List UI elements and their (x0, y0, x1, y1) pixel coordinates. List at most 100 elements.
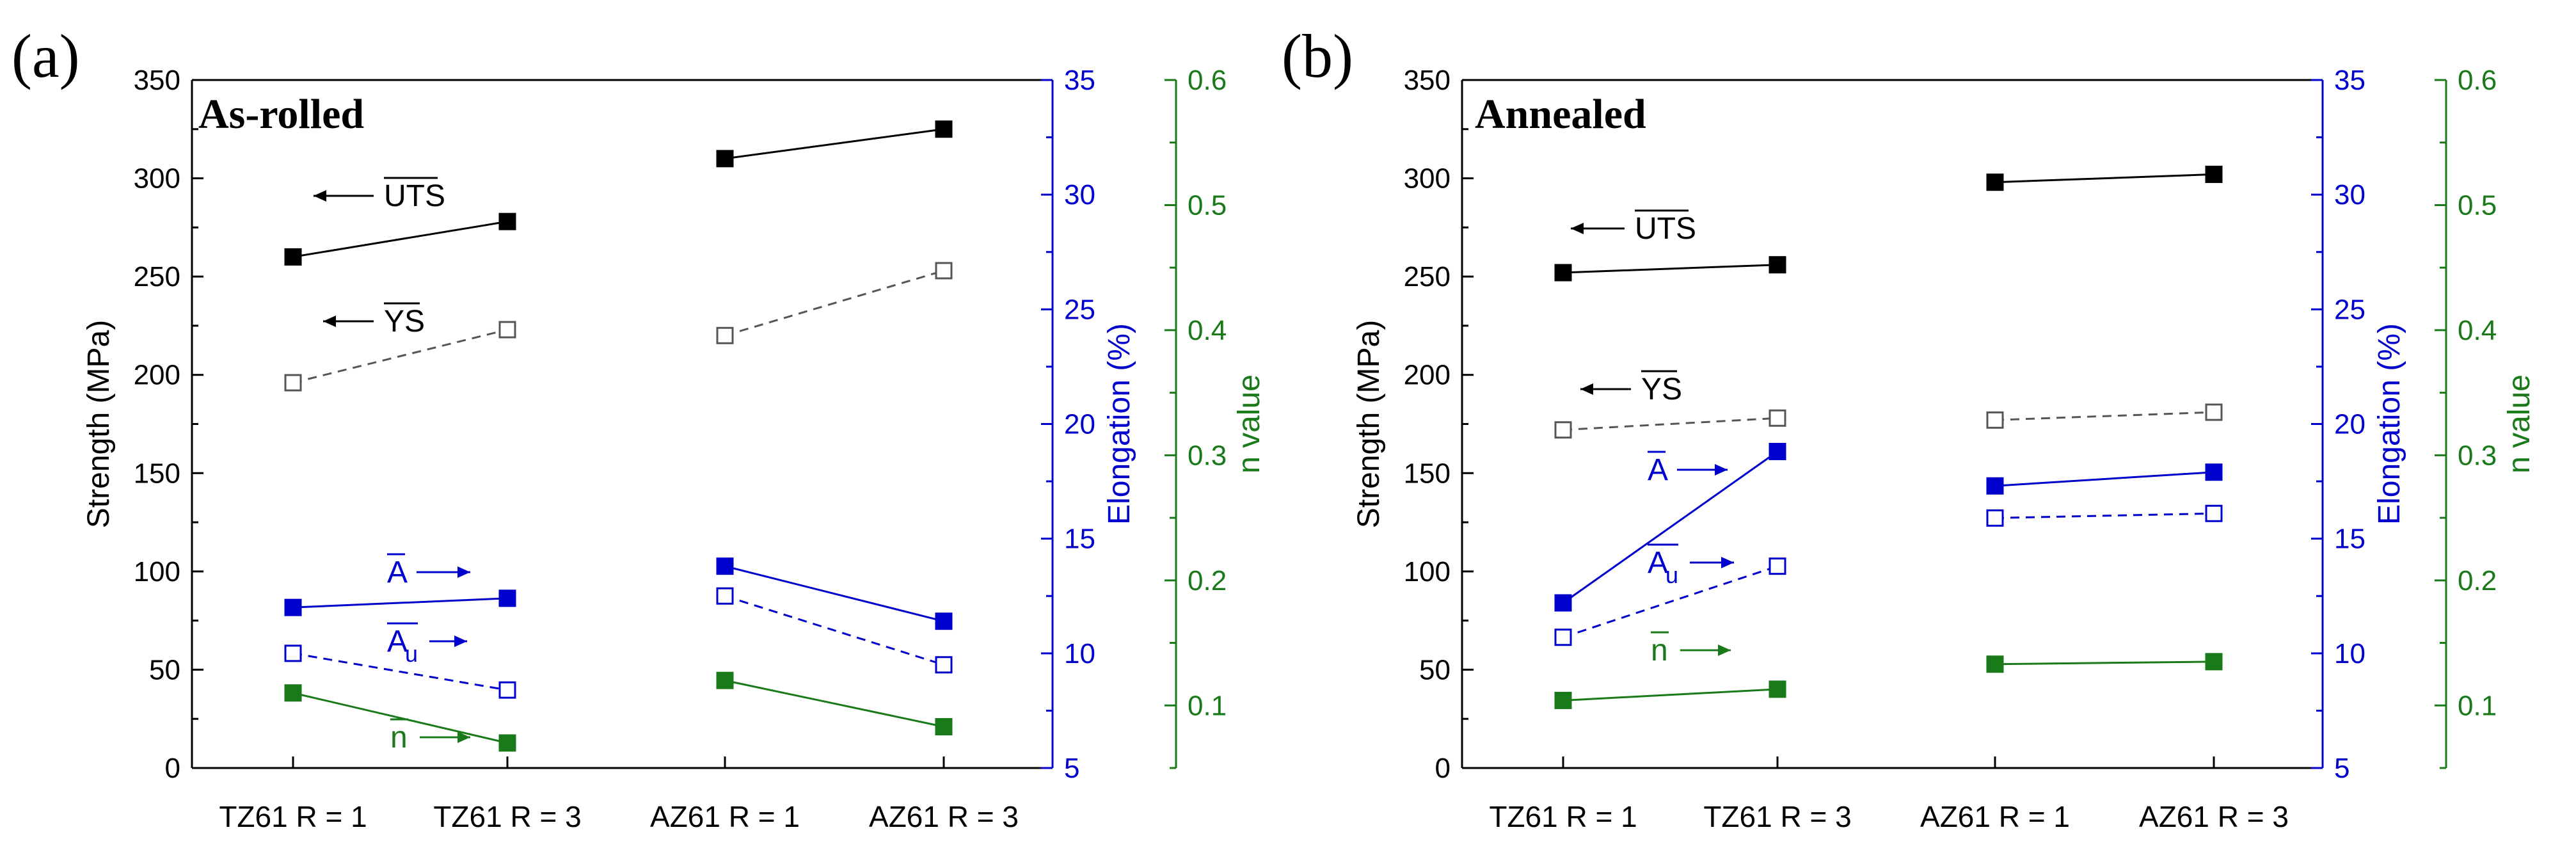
data-point-au (1986, 509, 2004, 527)
data-point-uts (284, 248, 302, 266)
elongation-axis-label: Elongation (%) (1102, 323, 1136, 525)
data-point-au (716, 587, 734, 605)
n-value-tick-label: 0.6 (2458, 65, 2497, 96)
series-line-au (1562, 565, 1778, 639)
data-point-n (935, 718, 953, 735)
annotation-arrowhead (1715, 464, 1728, 476)
annotation-arrowhead (1718, 644, 1731, 656)
series-line-au (1994, 512, 2214, 519)
left-tick-label: 350 (134, 65, 180, 96)
data-point-a (498, 589, 516, 607)
annotation-arrowhead (323, 316, 336, 327)
series-line-uts (724, 128, 944, 160)
annotation-ys: YS (1641, 372, 1682, 406)
annotation-au: A (387, 625, 408, 659)
data-point-au (1554, 628, 1572, 646)
left-tick-label: 150 (134, 458, 180, 489)
left-tick-label: 100 (134, 556, 180, 588)
annotation-arrowhead (457, 566, 470, 578)
series-line-n (724, 679, 944, 728)
elongation-tick-label: 35 (2334, 65, 2365, 96)
x-tick-label: TZ61 R = 1 (219, 800, 367, 833)
annotation-arrowhead (454, 636, 467, 647)
data-point-a (935, 612, 953, 630)
series-line-n (1562, 688, 1778, 701)
series-line-uts (1562, 264, 1778, 274)
chart-panel-b: (b) Annealed 0 50 100 150 200 250 300 350 Strength… (1282, 22, 2536, 833)
series-line-a (724, 565, 944, 623)
data-point-a (284, 598, 302, 616)
elongation-tick-label: 15 (1064, 524, 1095, 555)
x-tick-label: AZ61 R = 1 (1920, 800, 2070, 833)
chart-panel-a: (a) As-rolled 0 50 100 150 200 250 300 350 Strengt… (12, 22, 1266, 833)
n-value-tick-label: 0.1 (2458, 690, 2497, 721)
elongation-tick-label: 30 (1064, 179, 1095, 211)
data-point-ys (935, 262, 953, 280)
data-point-ys (1986, 411, 2004, 429)
annotation-subscript: u (405, 641, 418, 667)
data-point-a (1769, 443, 1786, 460)
n-value-tick-label: 0.4 (2458, 315, 2497, 346)
n-value-tick-label: 0.3 (1188, 440, 1227, 471)
data-point-uts (935, 120, 953, 138)
left-tick-label: 200 (134, 360, 180, 391)
elongation-tick-label: 25 (2334, 294, 2365, 325)
left-tick-label: 50 (149, 654, 180, 685)
n-value-tick-label: 0.1 (1188, 690, 1227, 721)
data-point-a (716, 557, 734, 575)
x-tick-label: TZ61 R = 3 (1703, 800, 1851, 833)
data-point-n (1769, 680, 1786, 698)
series-line-ys (292, 328, 508, 384)
elongation-axis-label: Elongation (%) (2373, 323, 2406, 525)
n-value-axis-label: n value (2502, 374, 2536, 474)
n-value-tick-label: 0.6 (1188, 65, 1227, 96)
annotation-uts: UTS (384, 179, 445, 213)
data-point-a (2205, 463, 2223, 481)
elongation-tick-label: 30 (2334, 179, 2365, 211)
elongation-tick-label: 15 (2334, 524, 2365, 555)
left-tick-label: 50 (1419, 654, 1451, 685)
left-tick-label: 350 (1404, 65, 1451, 96)
left-tick-label: 150 (1404, 458, 1451, 489)
elongation-tick-label: 5 (1064, 753, 1079, 784)
left-axis-label: Strength (MPa) (82, 320, 116, 528)
series-line-a (292, 597, 508, 609)
series-line-ys (724, 269, 944, 337)
data-point-uts (2205, 165, 2223, 183)
data-point-au (2205, 504, 2223, 522)
annotation-arrowhead (1580, 383, 1593, 395)
data-point-n (498, 734, 516, 752)
elongation-tick-label: 5 (2334, 753, 2349, 784)
data-point-ys (716, 326, 734, 344)
n-value-tick-label: 0.3 (2458, 440, 2497, 471)
series-line-a (1994, 471, 2214, 487)
left-axis-label: Strength (MPa) (1352, 320, 1386, 528)
data-point-uts (498, 212, 516, 230)
data-point-n (716, 671, 734, 689)
data-point-n (2205, 653, 2223, 671)
panel-label: (a) (12, 22, 80, 90)
n-value-tick-label: 0.4 (1188, 315, 1227, 346)
data-point-au (498, 681, 516, 699)
x-tick-label: TZ61 R = 1 (1489, 800, 1637, 833)
data-point-au (284, 644, 302, 662)
data-point-a (1554, 594, 1572, 612)
series-line-au (292, 652, 508, 691)
annotation-arrowhead (1571, 223, 1584, 234)
left-tick-label: 200 (1404, 360, 1451, 391)
data-point-a (1986, 477, 2004, 495)
data-point-au (1769, 557, 1786, 575)
n-value-tick-label: 0.2 (2458, 565, 2497, 596)
annotation-n: n (1651, 634, 1668, 668)
left-tick-label: 0 (165, 753, 180, 784)
series-line-n (292, 692, 508, 744)
annotation-subscript: u (1666, 562, 1678, 588)
left-tick-label: 100 (1404, 556, 1451, 588)
data-point-au (935, 656, 953, 674)
elongation-tick-label: 10 (1064, 638, 1095, 669)
n-value-tick-label: 0.5 (2458, 189, 2497, 221)
annotation-n: n (390, 721, 408, 755)
x-tick-label: AZ61 R = 3 (2139, 800, 2289, 833)
series-line-n (1994, 660, 2214, 666)
